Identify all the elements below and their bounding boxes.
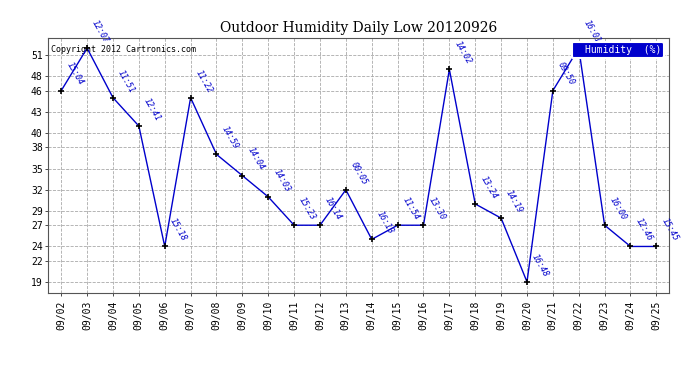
Text: 15:45: 15:45 [660,217,680,243]
Text: 12:46: 12:46 [633,217,654,243]
Text: 11:51: 11:51 [116,68,137,94]
Text: 16:13: 16:13 [375,210,395,236]
Text: 15:23: 15:23 [297,195,317,222]
Text: 14:19: 14:19 [504,188,524,214]
Text: 14:59: 14:59 [219,124,240,151]
Text: 12:41: 12:41 [142,96,162,123]
Text: 13:30: 13:30 [426,195,447,222]
Text: 14:02: 14:02 [453,40,473,66]
Text: Copyright 2012 Cartronics.com: Copyright 2012 Cartronics.com [51,45,197,54]
Title: Outdoor Humidity Daily Low 20120926: Outdoor Humidity Daily Low 20120926 [220,21,497,35]
Text: 00:05: 00:05 [349,160,369,186]
Legend: Humidity  (%): Humidity (%) [571,42,664,58]
Text: 09:50: 09:50 [556,61,576,87]
Text: 16:48: 16:48 [530,252,551,278]
Text: 13:24: 13:24 [478,174,499,200]
Text: 14:04: 14:04 [246,146,266,172]
Text: 16:01: 16:01 [582,18,602,45]
Text: 16:00: 16:00 [608,195,628,222]
Text: 15:18: 15:18 [168,217,188,243]
Text: 12:07: 12:07 [90,18,110,45]
Text: 14:03: 14:03 [271,167,292,194]
Text: 11:54: 11:54 [401,195,421,222]
Text: 15:04: 15:04 [64,61,85,87]
Text: 11:22: 11:22 [194,68,214,94]
Text: 16:14: 16:14 [323,195,344,222]
